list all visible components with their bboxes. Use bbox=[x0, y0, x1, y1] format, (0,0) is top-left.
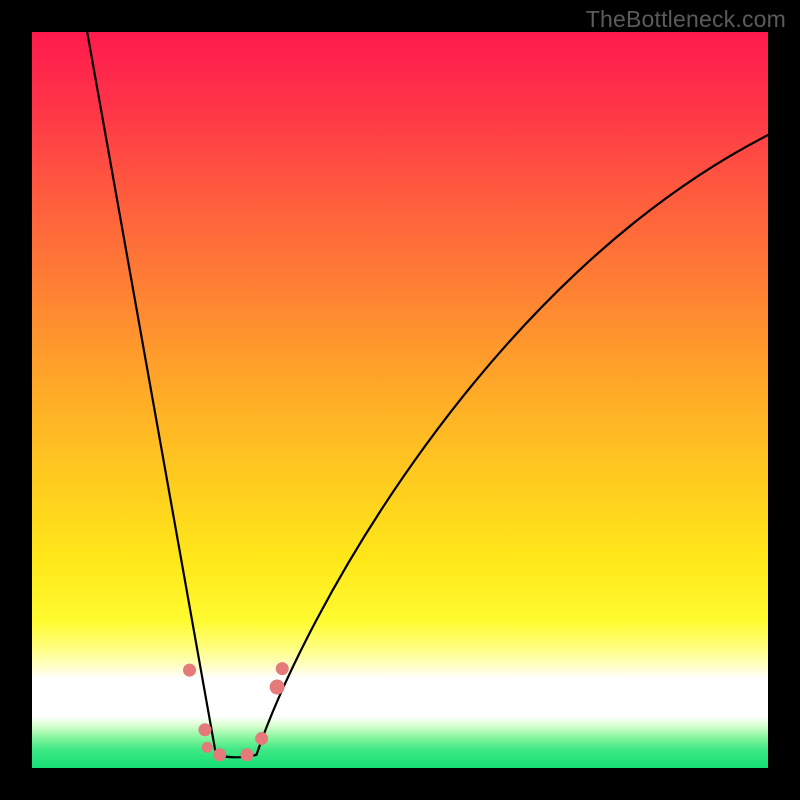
data-marker bbox=[241, 749, 253, 761]
data-marker bbox=[276, 663, 288, 675]
data-marker bbox=[184, 664, 196, 676]
data-marker bbox=[199, 724, 211, 736]
bottleneck-curve bbox=[87, 32, 768, 757]
data-marker bbox=[270, 680, 284, 694]
curve-layer bbox=[32, 32, 768, 768]
watermark-text: TheBottleneck.com bbox=[586, 6, 786, 33]
plot-area bbox=[32, 32, 768, 768]
data-marker bbox=[214, 749, 226, 761]
data-marker bbox=[256, 733, 268, 745]
data-marker bbox=[202, 742, 212, 752]
stage: TheBottleneck.com bbox=[0, 0, 800, 800]
